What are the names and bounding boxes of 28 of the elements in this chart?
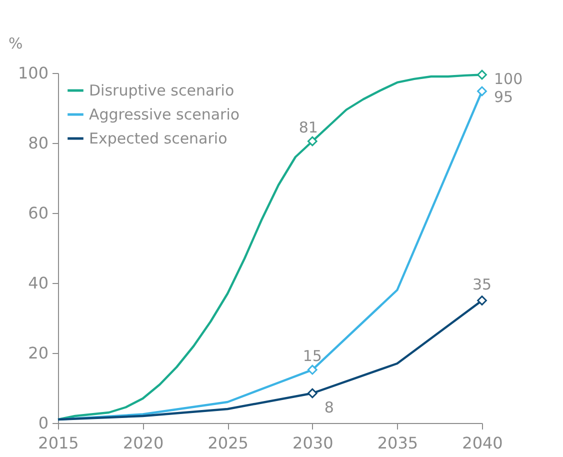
legend-label: Aggressive scenario — [89, 106, 240, 124]
y-tick-label: 40 — [28, 274, 48, 292]
point — [307, 388, 318, 398]
y-axis-title: % — [8, 34, 23, 52]
data-label: 15 — [302, 346, 322, 365]
y-tick-label: 100 — [18, 64, 48, 82]
point — [307, 364, 318, 375]
legend-label: Expected scenario — [89, 130, 228, 148]
x-tick-label: 2030 — [292, 434, 334, 452]
legend-label: Disruptive scenario — [89, 82, 234, 100]
y-tick-label: 80 — [28, 134, 48, 152]
y-tick-label: 60 — [28, 204, 48, 222]
point — [307, 136, 318, 146]
data-label: 100 — [494, 70, 523, 88]
data-label: 81 — [298, 118, 318, 136]
x-tick-label: 2020 — [122, 434, 164, 452]
point — [477, 296, 487, 306]
data-label: 8 — [324, 398, 334, 416]
data-label: 95 — [494, 88, 514, 106]
x-tick-label: 2035 — [377, 434, 418, 452]
x-tick-label: 2040 — [462, 434, 503, 452]
point — [477, 70, 487, 80]
x-tick-label: 2015 — [38, 434, 79, 452]
y-tick-label: 0 — [38, 414, 48, 432]
data-label: 35 — [472, 276, 492, 294]
y-tick-label: 20 — [28, 344, 48, 362]
x-tick-label: 2025 — [208, 434, 248, 452]
point — [477, 86, 487, 96]
